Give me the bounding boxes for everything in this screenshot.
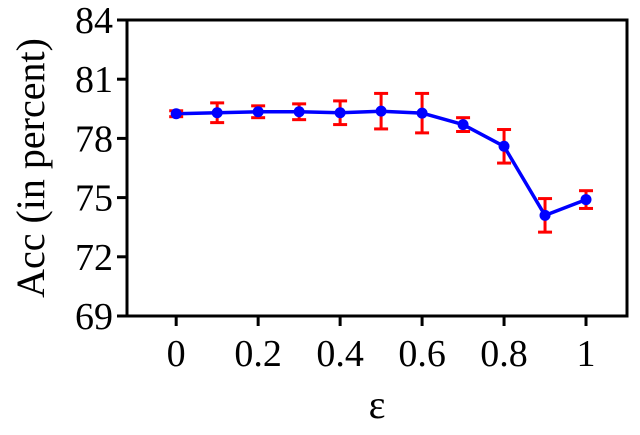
y-tick-label: 72 (75, 237, 113, 279)
data-point (211, 107, 223, 119)
plot-frame (125, 18, 629, 318)
x-axis: 0 0.2 0.4 0.6 0.8 1 (167, 316, 596, 375)
y-tick-label: 75 (75, 178, 113, 220)
data-point (416, 107, 428, 119)
x-tick-label: 0.2 (234, 333, 282, 375)
series-accuracy (169, 91, 594, 234)
y-axis-title: Acc (in percent) (8, 38, 53, 298)
x-tick-label: 0.4 (316, 333, 364, 375)
y-tick-label: 84 (75, 0, 113, 42)
y-tick-label: 69 (75, 296, 113, 338)
data-point (252, 106, 264, 118)
data-point (170, 108, 182, 120)
data-point (457, 119, 469, 131)
data-point (580, 194, 592, 206)
y-tick-label: 81 (75, 59, 113, 101)
y-tick-label: 78 (75, 118, 113, 160)
data-point (375, 105, 387, 117)
data-point (293, 106, 305, 118)
data-point (334, 107, 346, 119)
x-tick-label: 0 (167, 333, 186, 375)
y-axis: 69 72 75 78 81 84 (75, 0, 127, 338)
x-tick-label: 0.8 (480, 333, 528, 375)
x-tick-label: 1 (577, 333, 596, 375)
data-point (539, 209, 551, 221)
data-point (498, 140, 510, 152)
x-axis-title: ε (369, 382, 386, 427)
x-tick-label: 0.6 (398, 333, 446, 375)
